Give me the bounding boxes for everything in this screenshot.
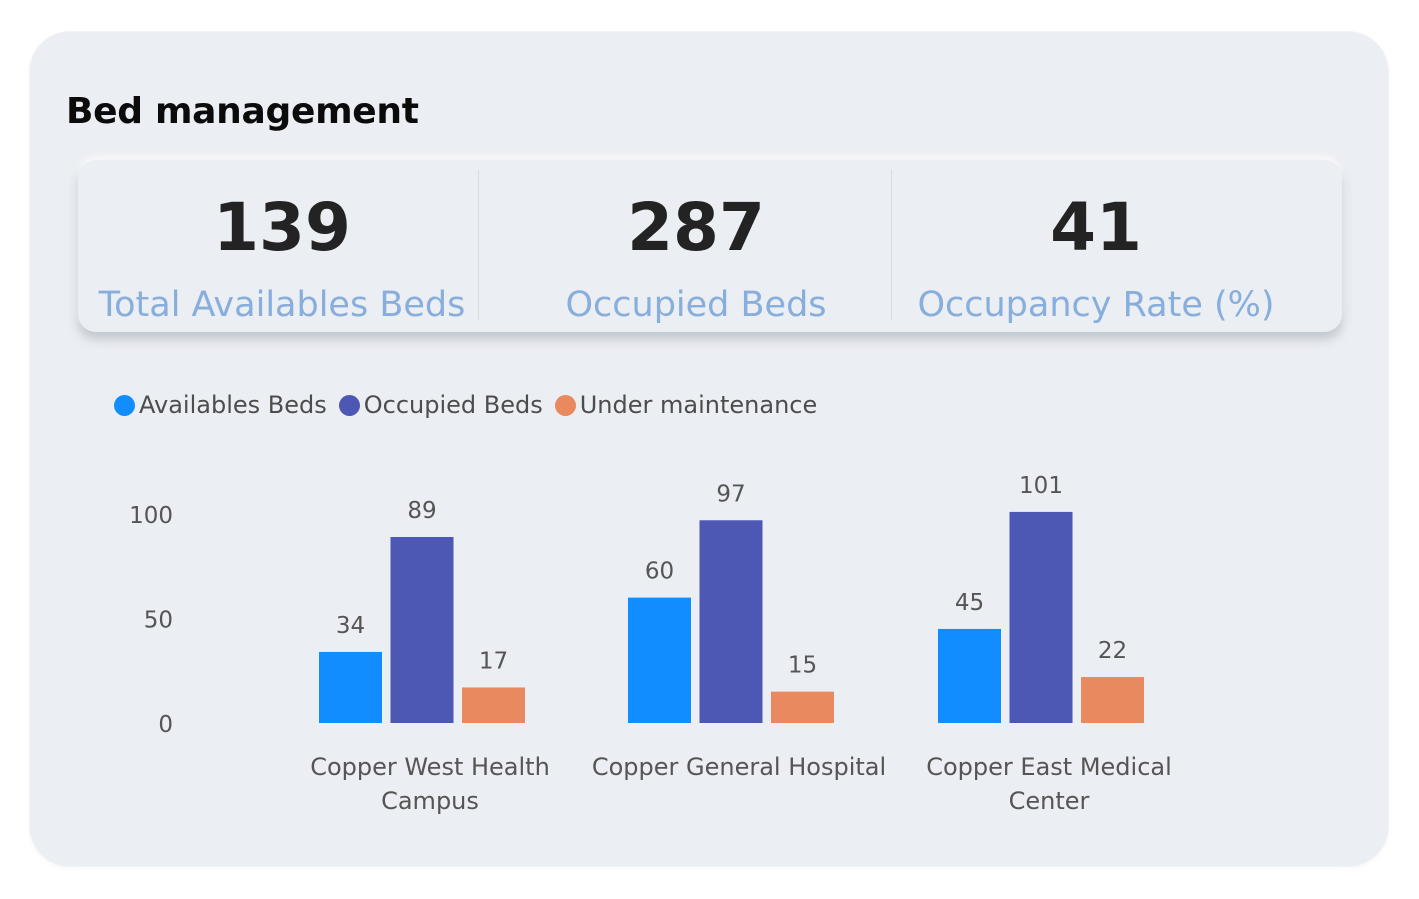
kpi-label: Occupancy Rate (%)	[917, 285, 1275, 325]
data-label: 101	[1019, 473, 1063, 499]
x-category-label: Campus	[381, 787, 479, 815]
bar-under-maintenance	[771, 691, 834, 723]
kpi-occupancy-rate: 41 Occupancy Rate (%)	[896, 160, 1296, 332]
kpi-divider	[891, 170, 892, 320]
kpi-total-available: 139 Total Availables Beds	[78, 160, 486, 332]
legend-item-available[interactable]: Availables Beds	[114, 391, 327, 419]
page-title: Bed management	[66, 91, 419, 132]
data-label: 34	[336, 613, 365, 639]
y-tick-label: 50	[144, 608, 173, 634]
x-category-label: Copper West Health	[310, 753, 550, 781]
legend-dot-occupied	[338, 394, 360, 416]
kpi-value: 139	[213, 189, 351, 266]
bar-availables-beds	[628, 597, 691, 723]
legend-label: Under maintenance	[579, 391, 818, 419]
kpi-label: Occupied Beds	[565, 285, 827, 325]
kpi-value: 41	[1050, 189, 1142, 266]
bar-under-maintenance	[462, 687, 525, 723]
legend-label: Occupied Beds	[363, 391, 543, 419]
kpi-panel: 139 Total Availables Beds 287 Occupied B…	[78, 160, 1342, 332]
legend-dot-available	[114, 394, 135, 416]
data-label: 89	[407, 498, 436, 524]
legend-item-maintenance[interactable]: Under maintenance	[554, 391, 818, 419]
x-category-label: Center	[1009, 787, 1090, 815]
bar-availables-beds	[938, 628, 1001, 723]
kpi-label: Total Availables Beds	[98, 285, 466, 325]
data-label: 60	[645, 559, 674, 585]
legend-dot-maintenance	[554, 394, 576, 416]
bar-occupied-beds	[1009, 511, 1073, 723]
bar-under-maintenance	[1081, 677, 1144, 723]
legend-item-occupied[interactable]: Occupied Beds	[338, 391, 543, 419]
kpi-divider	[478, 170, 479, 320]
data-label: 45	[955, 590, 984, 616]
x-category-label: Copper General Hospital	[592, 753, 886, 781]
data-label: 17	[479, 648, 508, 674]
legend-label: Availables Beds	[139, 391, 327, 419]
y-tick-label: 0	[158, 712, 173, 738]
data-label: 97	[716, 481, 745, 507]
y-tick-label: 100	[129, 503, 173, 529]
kpi-value: 287	[627, 189, 765, 266]
kpi-occupied: 287 Occupied Beds	[490, 160, 902, 332]
chart-legend: Availables Beds Occupied Beds Under main…	[114, 390, 829, 420]
data-label: 22	[1098, 638, 1127, 664]
bar-occupied-beds	[699, 520, 763, 723]
data-label: 15	[788, 653, 817, 679]
x-category-label: Copper East Medical	[926, 753, 1172, 781]
bar-availables-beds	[319, 651, 382, 723]
bar-occupied-beds	[390, 536, 454, 723]
